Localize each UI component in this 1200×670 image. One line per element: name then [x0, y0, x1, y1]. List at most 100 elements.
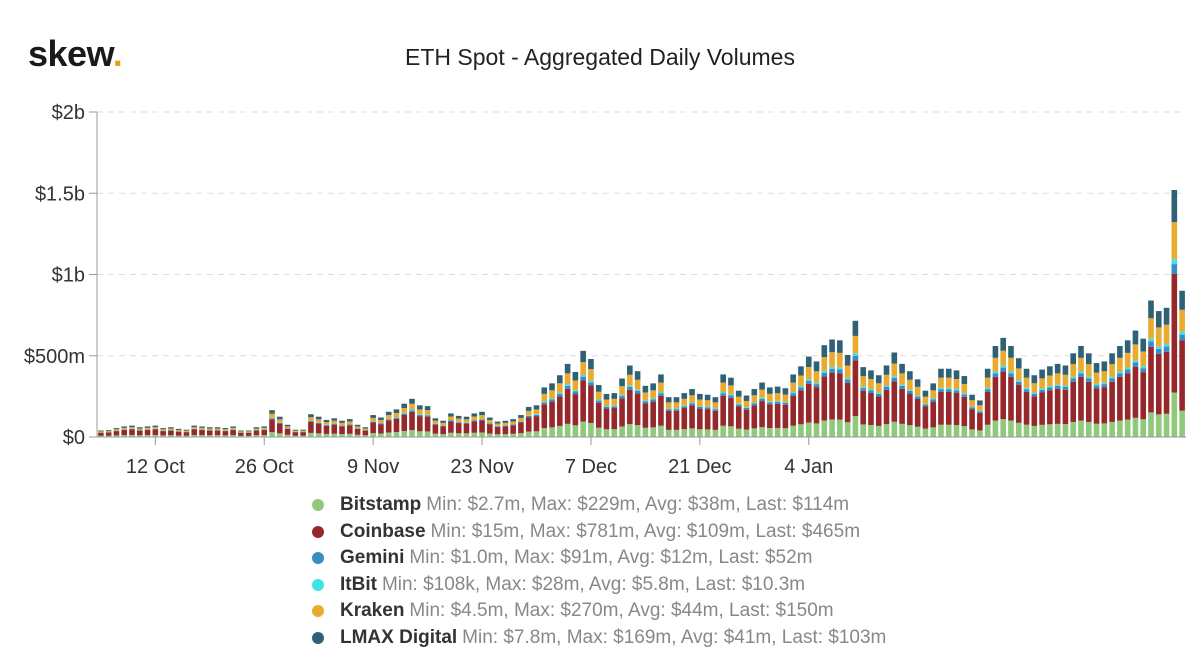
- bar-segment-coinbase: [424, 416, 431, 432]
- bar-segment-kraken: [432, 420, 439, 424]
- bar-segment-itbit: [1109, 376, 1115, 379]
- bar-segment-lmax-digital: [300, 429, 306, 431]
- bar-segment-lmax-digital: [1078, 346, 1084, 358]
- bar-segment-coinbase: [595, 402, 602, 428]
- bar-segment-bitstamp: [253, 435, 260, 437]
- bar-segment-itbit: [689, 402, 695, 404]
- bar-segment-lmax-digital: [984, 368, 991, 378]
- legend-item-coinbase[interactable]: Coinbase Min: $15m, Max: $781m, Avg: $109…: [312, 519, 886, 546]
- bar-segment-coinbase: [175, 431, 182, 436]
- bar-stack: [463, 416, 470, 437]
- bar-segment-kraken: [704, 400, 711, 407]
- bar-stack: [424, 406, 431, 437]
- bar-segment-gemini: [502, 425, 509, 427]
- bar-segment-itbit: [759, 397, 765, 399]
- bar-segment-bitstamp: [401, 431, 408, 437]
- bar-segment-lmax-digital: [650, 383, 656, 391]
- bar-segment-bitstamp: [502, 434, 509, 437]
- legend-item-itbit[interactable]: ItBit Min: $108k, Max: $28m, Avg: $5.8m, …: [312, 572, 886, 599]
- bar-segment-lmax-digital: [518, 415, 524, 418]
- bar-segment-kraken: [627, 374, 633, 386]
- bar-segment-bitstamp: [704, 429, 711, 437]
- legend-item-gemini[interactable]: Gemini Min: $1.0m, Max: $91m, Avg: $12m, …: [312, 545, 886, 572]
- legend-item-kraken[interactable]: Kraken Min: $4.5m, Max: $270m, Avg: $44m,…: [312, 598, 886, 625]
- bar-segment-bitstamp: [175, 435, 182, 437]
- bar-segment-bitstamp: [323, 433, 330, 437]
- bar-segment-lmax-digital: [759, 382, 765, 390]
- bar-segment-coinbase: [494, 426, 501, 435]
- bar-segment-kraken: [168, 428, 174, 430]
- bar-segment-kraken: [782, 394, 789, 402]
- bar-segment-gemini: [471, 420, 478, 422]
- bar-segment-lmax-digital: [767, 387, 773, 394]
- bar-segment-lmax-digital: [697, 393, 703, 400]
- bar-stack: [370, 415, 376, 437]
- legend-item-bitstamp[interactable]: Bitstamp Min: $2.7m, Max: $229m, Avg: $38…: [312, 492, 886, 519]
- bar-segment-coinbase: [253, 430, 260, 436]
- bar-segment-kraken: [393, 412, 400, 418]
- bar-segment-lmax-digital: [432, 418, 439, 421]
- bar-segment-lmax-digital: [455, 415, 462, 419]
- bar-segment-itbit: [1015, 380, 1022, 382]
- bar-segment-lmax-digital: [284, 424, 291, 427]
- bar-segment-coinbase: [1155, 353, 1162, 415]
- bar-segment-coinbase: [930, 401, 936, 428]
- bar-stack: [720, 374, 726, 437]
- bar-segment-coinbase: [1000, 371, 1006, 420]
- bar-segment-coinbase: [440, 426, 446, 435]
- bar-segment-gemini: [409, 410, 415, 412]
- bar-segment-coinbase: [238, 432, 244, 436]
- chart-title: ETH Spot - Aggregated Daily Volumes: [405, 44, 795, 70]
- bar-segment-bitstamp: [852, 416, 859, 437]
- bar-stack: [767, 387, 773, 437]
- bar-segment-gemini: [619, 396, 625, 399]
- bar-segment-kraken: [487, 420, 493, 423]
- bar-stack: [160, 428, 166, 437]
- bar-segment-coinbase: [448, 421, 454, 433]
- bar-segment-itbit: [627, 385, 633, 387]
- bar-segment-kraken: [1163, 324, 1170, 344]
- bar-segment-lmax-digital: [401, 403, 408, 409]
- legend-dot-icon: [312, 631, 324, 644]
- bar-segment-kraken: [1140, 351, 1147, 367]
- bar-segment-gemini: [969, 407, 975, 410]
- bar-segment-itbit: [611, 405, 618, 407]
- bar-segment-coinbase: [1093, 388, 1100, 424]
- bar-segment-coinbase: [938, 391, 944, 425]
- bar-segment-bitstamp: [743, 429, 750, 437]
- bar-segment-bitstamp: [735, 428, 742, 437]
- bar-segment-coinbase: [385, 420, 392, 433]
- bar-stack: [697, 393, 703, 437]
- bar-stack: [673, 397, 680, 437]
- bar-segment-lmax-digital: [378, 417, 384, 421]
- bar-segment-kraken: [673, 402, 680, 409]
- bar-segment-lmax-digital: [875, 375, 882, 384]
- bar-segment-gemini: [860, 388, 866, 391]
- bar-segment-kraken: [1000, 350, 1006, 366]
- grid-lines: [97, 111, 1186, 357]
- bar-segment-gemini: [1023, 389, 1030, 392]
- bar-segment-bitstamp: [969, 429, 975, 437]
- bar-segment-kraken: [665, 402, 672, 409]
- bar-segment-bitstamp: [992, 420, 999, 437]
- bar-segment-gemini: [479, 419, 485, 421]
- bar-segment-lmax-digital: [393, 409, 400, 413]
- bar-stack: [1155, 311, 1162, 437]
- bar-segment-gemini: [642, 401, 649, 404]
- bar-segment-bitstamp: [1039, 424, 1045, 437]
- bar-segment-itbit: [1054, 384, 1061, 386]
- bar-segment-lmax-digital: [829, 339, 835, 353]
- legend-dot-icon: [312, 605, 324, 618]
- bar-stack: [665, 397, 672, 437]
- bar-segment-kraken: [712, 402, 719, 409]
- bar-segment-itbit: [969, 406, 975, 408]
- bar-segment-kraken: [875, 383, 882, 393]
- legend-item-lmax-digital[interactable]: LMAX Digital Min: $7.8m, Max: $169m, Avg:…: [312, 625, 886, 652]
- bar-segment-itbit: [712, 408, 719, 410]
- x-tick-label: 9 Nov: [347, 456, 399, 478]
- bar-segment-gemini: [1140, 368, 1147, 373]
- bar-stack: [984, 368, 991, 437]
- bar-segment-coinbase: [269, 419, 275, 433]
- bar-segment-bitstamp: [1047, 424, 1053, 437]
- bar-segment-kraken: [969, 400, 975, 407]
